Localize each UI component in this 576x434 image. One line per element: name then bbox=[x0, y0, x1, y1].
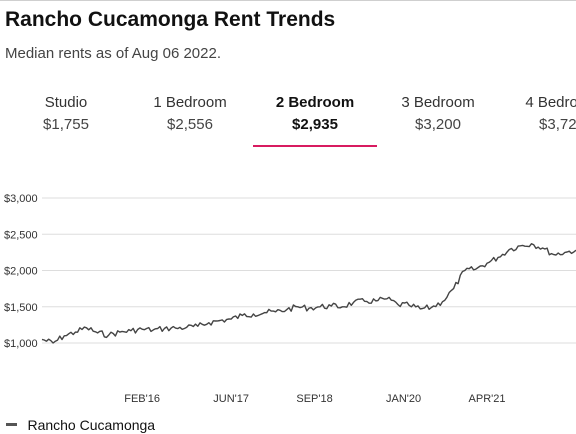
tab-4-bedroom[interactable]: 4 Bedroom $3,720 bbox=[500, 92, 576, 136]
x-tick-label: FEB'16 bbox=[124, 393, 160, 405]
y-tick-label: $2,000 bbox=[4, 266, 38, 278]
y-tick-label: $3,000 bbox=[4, 193, 38, 205]
grid-lines bbox=[42, 197, 576, 344]
tab-label: Studio bbox=[44, 94, 88, 111]
y-axis-ticks: $3,000 $2,500 $2,000 $1,500 $1,000 bbox=[4, 193, 38, 350]
tab-value: $2,935 bbox=[292, 116, 338, 133]
tab-value: $3,200 bbox=[415, 116, 461, 133]
x-axis-ticks: FEB'16 JUN'17 SEP'18 JAN'20 APR'21 bbox=[124, 393, 505, 405]
active-tab-indicator bbox=[253, 145, 377, 147]
legend-swatch bbox=[6, 423, 17, 427]
rent-trend-chart: $3,000 $2,500 $2,000 $1,500 $1,000 FEB'16 JUN… bbox=[4, 193, 576, 405]
tab-1-bedroom[interactable]: 1 Bedroom $2,556 bbox=[128, 92, 252, 136]
tab-value: $1,755 bbox=[43, 116, 89, 133]
series-line-rancho-cucamonga bbox=[41, 243, 576, 344]
tab-label: 1 Bedroom bbox=[153, 94, 227, 111]
tab-label: 2 Bedroom bbox=[275, 94, 355, 111]
bedroom-tabs: Studio $1,755 1 Bedroom $2,556 2 Bedroom… bbox=[0, 92, 576, 152]
tab-value: $2,556 bbox=[167, 116, 213, 133]
y-tick-label: $1,500 bbox=[4, 302, 38, 314]
y-tick-label: $1,000 bbox=[4, 338, 38, 350]
legend-label: Rancho Cucamonga bbox=[27, 416, 156, 433]
tab-2-bedroom[interactable]: 2 Bedroom $2,935 bbox=[253, 92, 377, 136]
tab-value: $3,720 bbox=[539, 116, 576, 133]
x-tick-label: JAN'20 bbox=[386, 393, 421, 405]
tab-3-bedroom[interactable]: 3 Bedroom $3,200 bbox=[376, 92, 500, 136]
x-tick-label: SEP'18 bbox=[296, 393, 332, 405]
page-title: Rancho Cucamonga Rent Trends bbox=[5, 8, 336, 31]
x-tick-label: JUN'17 bbox=[213, 393, 249, 405]
tab-label: 3 Bedroom bbox=[401, 94, 475, 111]
y-tick-label: $2,500 bbox=[4, 229, 38, 241]
tab-label: 4 Bedroom bbox=[525, 94, 576, 111]
chart-legend: Rancho Cucamonga bbox=[6, 416, 155, 434]
top-divider bbox=[0, 0, 576, 1]
tab-studio[interactable]: Studio $1,755 bbox=[4, 92, 128, 136]
page-subtitle: Median rents as of Aug 06 2022. bbox=[5, 45, 221, 62]
x-tick-label: APR'21 bbox=[469, 393, 506, 405]
